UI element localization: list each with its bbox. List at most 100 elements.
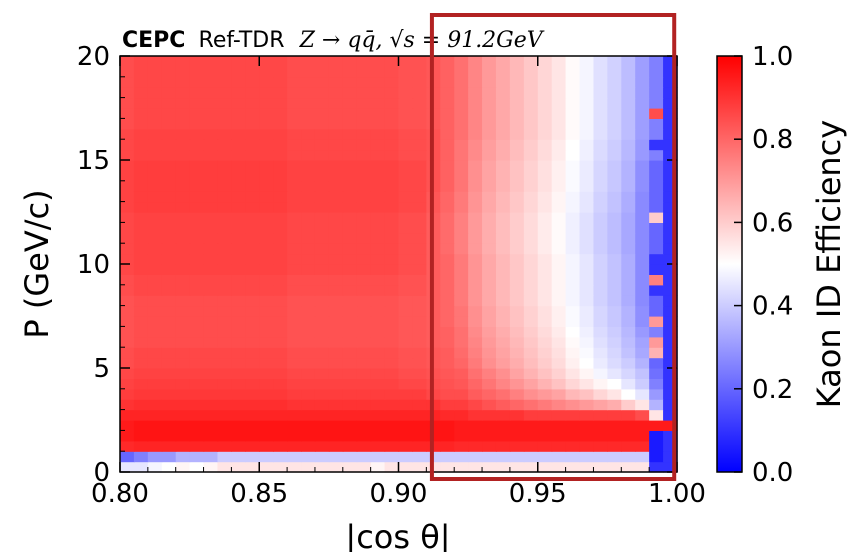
heatmap-cell — [440, 347, 455, 358]
heatmap-cell — [496, 139, 511, 150]
heatmap-cell — [301, 129, 316, 140]
heatmap-cell — [649, 389, 664, 400]
heatmap-cell — [566, 368, 581, 379]
heatmap-cell — [329, 202, 344, 213]
heatmap-cell — [399, 160, 414, 171]
heatmap-cell — [120, 399, 135, 410]
heatmap-cell — [510, 347, 525, 358]
heatmap-cell — [301, 389, 316, 400]
heatmap-cell — [580, 222, 595, 233]
heatmap-cell — [176, 170, 191, 181]
heatmap-cell — [566, 139, 581, 150]
heatmap-cell — [148, 222, 163, 233]
heatmap-cell — [245, 295, 260, 306]
heatmap-cell — [148, 264, 163, 275]
heatmap-cell — [148, 347, 163, 358]
heatmap-cell — [468, 56, 483, 67]
heatmap-cell — [524, 181, 539, 192]
heatmap-cell — [273, 306, 288, 317]
heatmap-cell — [204, 378, 219, 389]
heatmap-cell — [259, 108, 274, 119]
heatmap-cell — [607, 264, 622, 275]
heatmap-cell — [524, 441, 539, 452]
heatmap-cell — [510, 150, 525, 161]
heatmap-cell — [412, 118, 427, 129]
heatmap-cell — [357, 410, 372, 421]
heatmap-cell — [259, 212, 274, 223]
heatmap-cell — [482, 410, 497, 421]
heatmap-cell — [259, 399, 274, 410]
heatmap-cell — [287, 430, 302, 441]
heatmap-cell — [593, 430, 608, 441]
heatmap-cell — [217, 316, 232, 327]
heatmap-cell — [231, 150, 246, 161]
heatmap-cell — [399, 462, 414, 473]
heatmap-cell — [649, 316, 664, 327]
heatmap-cell — [385, 56, 400, 67]
heatmap-cell — [357, 337, 372, 348]
heatmap-cell — [510, 410, 525, 421]
heatmap-cell — [162, 87, 177, 98]
heatmap-cell — [162, 264, 177, 275]
heatmap-cell — [162, 243, 177, 254]
heatmap-cell — [329, 243, 344, 254]
heatmap-cell — [231, 306, 246, 317]
heatmap-cell — [482, 160, 497, 171]
heatmap-cell — [148, 378, 163, 389]
heatmap-cell — [357, 389, 372, 400]
heatmap-cell — [385, 316, 400, 327]
heatmap-cell — [496, 77, 511, 88]
heatmap-cell — [468, 108, 483, 119]
heatmap-cell — [134, 233, 149, 244]
heatmap-cell — [399, 378, 414, 389]
heatmap-cell — [580, 389, 595, 400]
heatmap-cell — [482, 191, 497, 202]
heatmap-cell — [315, 326, 330, 337]
heatmap-cell — [538, 430, 553, 441]
heatmap-cell — [621, 420, 636, 431]
heatmap-cell — [315, 378, 330, 389]
heatmap-cell — [399, 306, 414, 317]
heatmap-cell — [315, 274, 330, 285]
heatmap-cell — [468, 441, 483, 452]
heatmap-cell — [287, 118, 302, 129]
heatmap-cell — [621, 462, 636, 473]
heatmap-cell — [385, 399, 400, 410]
heatmap-cell — [329, 264, 344, 275]
heatmap-cell — [287, 264, 302, 275]
heatmap-cell — [343, 98, 358, 109]
heatmap-cell — [343, 441, 358, 452]
heatmap-cell — [273, 410, 288, 421]
heatmap-cell — [120, 160, 135, 171]
heatmap-cell — [148, 306, 163, 317]
heatmap-cell — [607, 202, 622, 213]
heatmap-cell — [371, 430, 386, 441]
heatmap-cell — [607, 66, 622, 77]
heatmap-cell — [301, 306, 316, 317]
heatmap-cell — [635, 56, 650, 67]
heatmap-cell — [315, 108, 330, 119]
heatmap-cell — [343, 233, 358, 244]
heatmap-cell — [510, 326, 525, 337]
heatmap-cell — [315, 160, 330, 171]
heatmap-cell — [245, 160, 260, 171]
heatmap-cell — [538, 170, 553, 181]
heatmap-cell — [343, 170, 358, 181]
heatmap-cell — [231, 337, 246, 348]
heatmap-cell — [148, 150, 163, 161]
heatmap-cell — [621, 181, 636, 192]
heatmap-cell — [245, 451, 260, 462]
heatmap-cell — [217, 430, 232, 441]
heatmap-cell — [217, 347, 232, 358]
heatmap-cell — [510, 306, 525, 317]
heatmap-cell — [468, 129, 483, 140]
heatmap-cell — [273, 212, 288, 223]
heatmap-cell — [343, 337, 358, 348]
heatmap-cell — [538, 108, 553, 119]
heatmap-cell — [607, 139, 622, 150]
heatmap-cell — [371, 264, 386, 275]
heatmap-cell — [176, 441, 191, 452]
heatmap-cell — [259, 139, 274, 150]
heatmap-cell — [566, 264, 581, 275]
heatmap-cell — [593, 410, 608, 421]
